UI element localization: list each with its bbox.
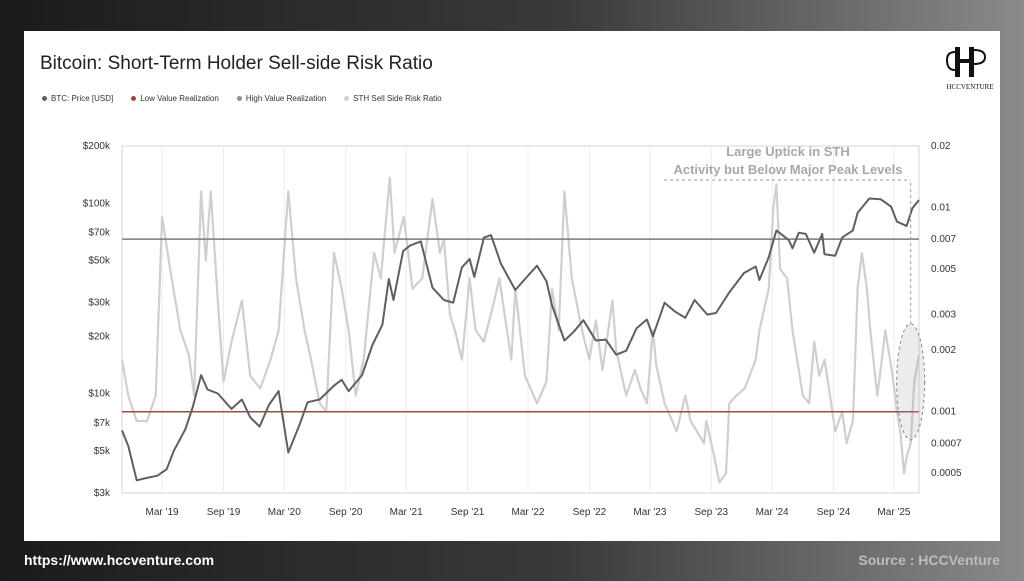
annotation-text: Activity but Below Major Peak Levels: [673, 162, 902, 177]
source-credit: Source : HCCVenture: [858, 552, 1000, 568]
y-right-tick-label: 0.002: [931, 345, 956, 356]
website-url[interactable]: https://www.hccventure.com: [24, 552, 215, 568]
y-right-tick-label: 0.001: [931, 407, 956, 418]
y-left-tick-label: $200k: [83, 141, 111, 152]
legend-swatch-btc: [42, 96, 47, 101]
x-tick-label: Sep '20: [329, 507, 363, 518]
y-left-tick-label: $5k: [94, 446, 111, 457]
y-left-tick-label: $10k: [88, 389, 111, 400]
x-tick-label: Mar '22: [511, 507, 544, 518]
y-right-tick-label: 0.01: [931, 202, 951, 213]
legend-item-btc-price: BTC: Price [USD]: [42, 94, 113, 103]
x-tick-label: Mar '25: [877, 507, 910, 518]
y-left-tick-label: $20k: [88, 331, 111, 342]
sth-series: [120, 176, 921, 484]
legend-swatch-high: [236, 96, 242, 101]
x-tick-label: Mar '23: [633, 507, 666, 518]
legend-swatch-sth: [344, 96, 350, 101]
legend-label-high: High Value Realization: [245, 94, 327, 103]
y-left-tick-label: $3k: [94, 488, 111, 499]
x-tick-label: Sep '23: [695, 507, 729, 518]
y-left-tick-label: $50k: [88, 256, 111, 267]
y-left-tick-label: $7k: [94, 418, 111, 429]
y-left-tick-label: $30k: [88, 298, 111, 309]
legend-label-btc: BTC: Price [USD]: [51, 94, 114, 103]
y-right-tick-label: 0.02: [931, 141, 951, 152]
hccventure-logo: HCCVENTURE: [943, 44, 998, 92]
chart-title: Bitcoin: Short-Term Holder Sell-side Ris…: [40, 53, 433, 74]
plot-frame: [121, 145, 920, 494]
chart-legend: BTC: Price [USD] Low Value Realization H…: [42, 94, 442, 103]
x-tick-label: Mar '24: [756, 507, 789, 518]
legend-item-high-value: High Value Realization: [236, 94, 327, 103]
sth-ratio-line: [120, 176, 921, 484]
annotation: Large Uptick in STH Activity but Below Ma…: [664, 144, 926, 441]
y-right-tick-label: 0.0005: [931, 468, 962, 479]
grid-lines: [121, 145, 920, 494]
y-right-tick-label: 0.0007: [931, 438, 962, 449]
plot-area: Mar '19 Sep '19 Mar '20 Sep '20 Mar '21 Sep '…: [83, 141, 962, 518]
x-tick-label: Sep '21: [451, 507, 485, 518]
btc-series: [121, 197, 920, 482]
btc-price-line: [121, 197, 920, 482]
y-right-tick-label: 0.005: [931, 264, 956, 275]
y-left-tick-label: $70k: [88, 228, 111, 239]
legend-label-sth: STH Sell Side Risk Ratio: [353, 94, 442, 103]
annotation-text: Large Uptick in STH: [726, 144, 850, 159]
logo-text: HCCVENTURE: [946, 83, 993, 91]
x-tick-label: Sep '22: [573, 507, 607, 518]
y-right-tick-label: 0.003: [931, 309, 956, 320]
legend-item-low-value: Low Value Realization: [131, 94, 219, 103]
axes: Mar '19 Sep '19 Mar '20 Sep '20 Mar '21 Sep '…: [83, 141, 962, 518]
x-tick-label: Mar '21: [390, 507, 423, 518]
reference-lines: [122, 238, 919, 413]
legend-swatch-low: [131, 96, 137, 101]
x-tick-label: Sep '24: [817, 507, 851, 518]
legend-label-low: Low Value Realization: [140, 94, 219, 103]
y-right-tick-label: 0.007: [931, 234, 956, 245]
x-tick-label: Mar '19: [146, 507, 179, 518]
x-tick-label: Sep '19: [207, 507, 241, 518]
chart-card: Bitcoin: Short-Term Holder Sell-side Ris…: [24, 31, 1000, 541]
y-left-tick-label: $100k: [83, 198, 111, 209]
logo-mark-icon: HCCVENTURE: [945, 47, 994, 91]
highlight-ellipse: [896, 323, 926, 441]
legend-item-sth-ratio: STH Sell Side Risk Ratio: [344, 94, 442, 103]
x-tick-label: Mar '20: [268, 507, 301, 518]
